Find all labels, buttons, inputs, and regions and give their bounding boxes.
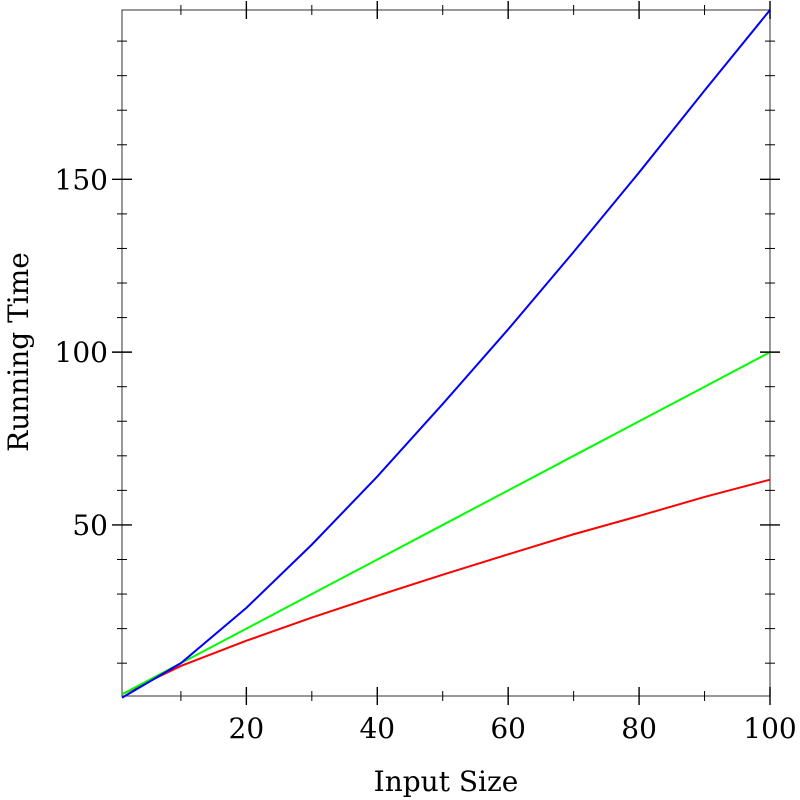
x-tick-label: 20 (229, 712, 265, 745)
series-line-1 (121, 478, 771, 696)
y-tick-label: 50 (72, 509, 108, 542)
y-tick-label: 100 (55, 336, 108, 369)
x-tick-label: 80 (621, 712, 657, 745)
series-line-3 (121, 9, 771, 699)
x-tick-label: 40 (359, 712, 395, 745)
y-tick-label: 150 (55, 163, 108, 196)
plot-area (121, 9, 771, 697)
plot-frame (121, 9, 771, 697)
series-line-2 (121, 351, 771, 696)
labels-layer: 20 40 60 80 100 50 100 150 (55, 163, 797, 745)
y-axis-title: Running Time (2, 252, 35, 452)
x-tick-label: 60 (490, 712, 526, 745)
x-tick-label: 100 (743, 712, 796, 745)
x-axis-title: Input Size (374, 765, 519, 798)
series-layer (121, 9, 771, 699)
axes-layer (112, 1, 780, 705)
